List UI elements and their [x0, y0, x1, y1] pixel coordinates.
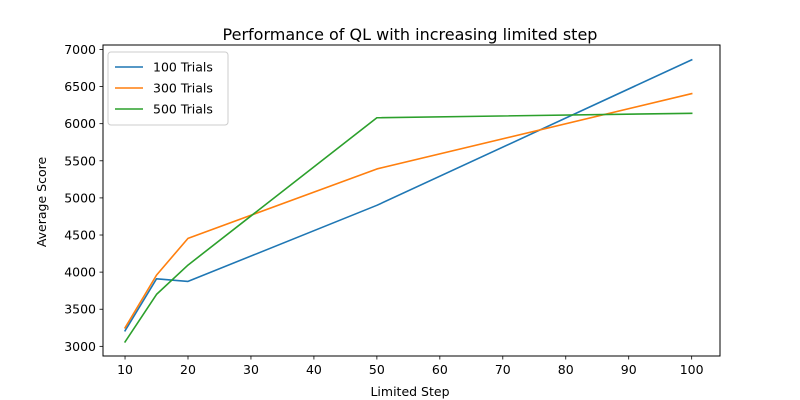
series-line-3 — [123, 112, 693, 344]
x-tick-label: 60 — [432, 362, 448, 377]
series-layer — [123, 58, 693, 344]
y-tick-label: 7000 — [64, 42, 96, 57]
y-tick-label: 5000 — [64, 190, 96, 205]
x-tick-label: 20 — [180, 362, 196, 377]
plot-frame — [102, 44, 721, 357]
series-line-1 — [123, 58, 693, 332]
chart-title: Performance of QL with increasing limite… — [223, 25, 598, 44]
x-tick-label: 100 — [680, 362, 704, 377]
y-tick-label: 6500 — [64, 79, 96, 94]
y-tick-label: 4500 — [64, 228, 96, 243]
y-tick-label: 4000 — [64, 265, 96, 280]
x-tick-label: 70 — [495, 362, 511, 377]
legend-label-1: 100 Trials — [153, 60, 213, 75]
series-line-2 — [123, 92, 693, 329]
y-tick-label: 3000 — [64, 339, 96, 354]
ticks-layer: 10 20 30 40 50 60 70 80 90 100 3000 3500 4000 4500 500… — [64, 42, 703, 377]
y-tick-label: 3500 — [64, 302, 96, 317]
x-tick-label: 40 — [306, 362, 322, 377]
legend: 100 Trials 300 Trials 500 Trials — [107, 51, 229, 126]
x-tick-label: 50 — [369, 362, 385, 377]
x-tick-label: 90 — [621, 362, 637, 377]
legend-label-2: 300 Trials — [153, 81, 213, 96]
x-tick-label: 10 — [117, 362, 133, 377]
x-tick-label: 30 — [243, 362, 259, 377]
x-tick-label: 80 — [558, 362, 574, 377]
y-tick-label: 6000 — [64, 116, 96, 131]
legend-box — [107, 51, 229, 126]
y-tick-label: 5500 — [64, 153, 96, 168]
x-axis-label: Limited Step — [370, 384, 449, 399]
legend-label-3: 500 Trials — [153, 102, 213, 117]
y-axis-label: Average Score — [34, 157, 49, 248]
